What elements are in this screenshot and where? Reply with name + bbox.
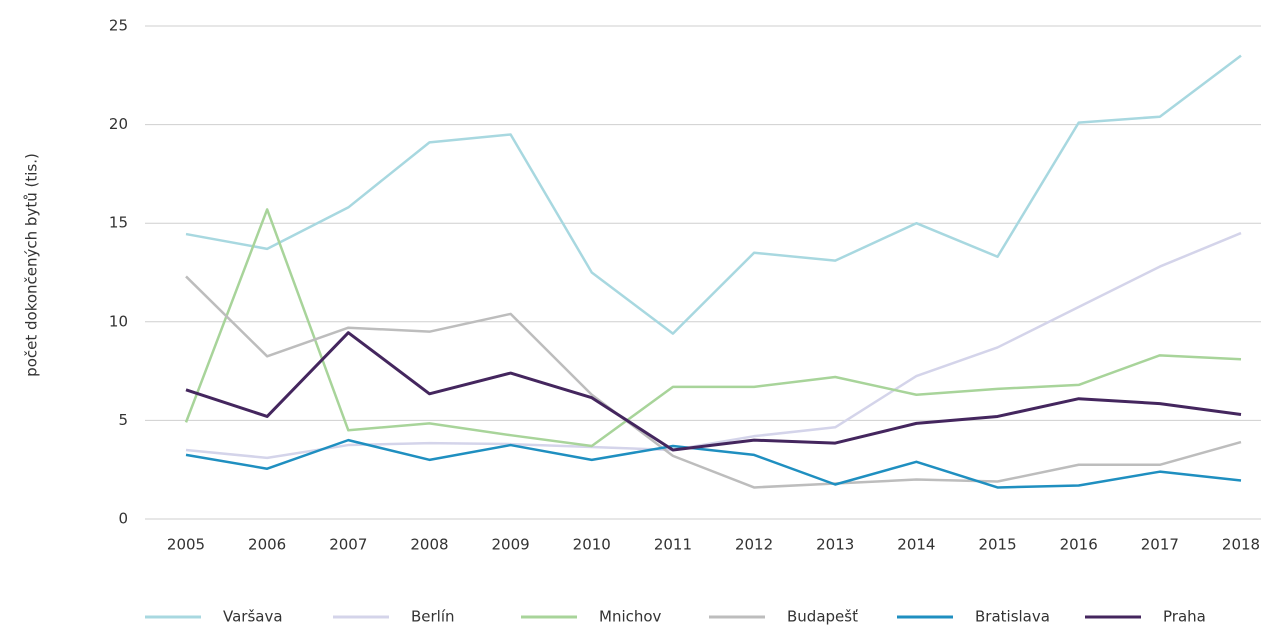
x-tick-label: 2018 (1222, 536, 1260, 554)
y-axis-label: počet dokončených bytů (tis.) (23, 153, 41, 377)
legend-label: Mnichov (599, 608, 662, 626)
x-tick-label: 2017 (1141, 536, 1179, 554)
series-line (185, 275, 1242, 489)
series-line (184, 208, 1242, 448)
x-tick-label: 2013 (816, 536, 854, 554)
x-tick-label: 2016 (1060, 536, 1098, 554)
x-tick-label: 2015 (978, 536, 1016, 554)
series-line (185, 331, 1242, 452)
y-tick-label: 5 (118, 411, 128, 429)
legend-label: Budapešť (787, 608, 858, 626)
x-tick-label: 2009 (492, 536, 530, 554)
series-line (185, 438, 1242, 489)
x-tick-label: 2006 (248, 536, 286, 554)
legend-label: Varšava (223, 608, 283, 626)
x-tick-label: 2014 (897, 536, 935, 554)
x-tick-label: 2008 (410, 536, 448, 554)
x-tick-label: 2005 (167, 536, 205, 554)
legend-label: Bratislava (975, 608, 1050, 626)
y-tick-label: 0 (118, 510, 128, 528)
y-tick-label: 10 (109, 312, 128, 330)
x-tick-label: 2012 (735, 536, 773, 554)
x-tick-label: 2007 (329, 536, 367, 554)
x-tick-label: 2010 (573, 536, 611, 554)
y-tick-label: 15 (109, 214, 128, 232)
y-tick-label: 25 (109, 17, 128, 35)
y-tick-label: 20 (109, 115, 128, 133)
x-tick-label: 2011 (654, 536, 692, 554)
series-line (185, 54, 1242, 335)
legend-label: Berlín (411, 608, 455, 626)
series-line (185, 231, 1242, 460)
legend-label: Praha (1163, 608, 1206, 626)
